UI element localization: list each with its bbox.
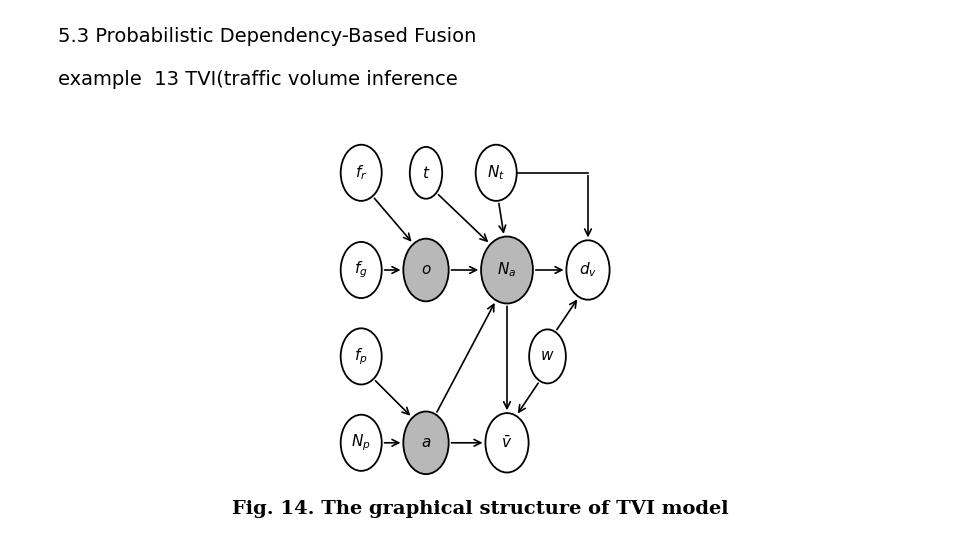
Text: 5.3 Probabilistic Dependency-Based Fusion: 5.3 Probabilistic Dependency-Based Fusio… — [58, 27, 476, 46]
Ellipse shape — [341, 242, 382, 298]
Text: $N_p$: $N_p$ — [351, 433, 371, 453]
Text: $d_v$: $d_v$ — [579, 261, 597, 279]
Text: $t$: $t$ — [421, 165, 430, 181]
Text: $\bar{v}$: $\bar{v}$ — [501, 435, 513, 451]
Ellipse shape — [410, 147, 443, 199]
Ellipse shape — [403, 239, 448, 301]
Ellipse shape — [529, 329, 565, 383]
Text: $f_r$: $f_r$ — [355, 164, 368, 182]
Ellipse shape — [341, 415, 382, 471]
Text: $N_t$: $N_t$ — [488, 164, 505, 182]
Ellipse shape — [403, 411, 448, 474]
Text: $f_g$: $f_g$ — [354, 260, 368, 280]
Ellipse shape — [476, 145, 516, 201]
Text: $N_a$: $N_a$ — [497, 261, 516, 279]
Ellipse shape — [341, 145, 382, 201]
Text: $a$: $a$ — [420, 436, 431, 450]
Text: $o$: $o$ — [420, 263, 431, 277]
Ellipse shape — [341, 328, 382, 384]
Ellipse shape — [566, 240, 610, 300]
Text: $f_p$: $f_p$ — [354, 346, 368, 367]
Text: Fig. 14. The graphical structure of TVI model: Fig. 14. The graphical structure of TVI … — [231, 501, 729, 518]
Text: example  13 TVI(traffic volume inference: example 13 TVI(traffic volume inference — [58, 70, 457, 89]
Ellipse shape — [486, 413, 529, 472]
Text: $w$: $w$ — [540, 349, 555, 363]
Ellipse shape — [481, 237, 533, 303]
